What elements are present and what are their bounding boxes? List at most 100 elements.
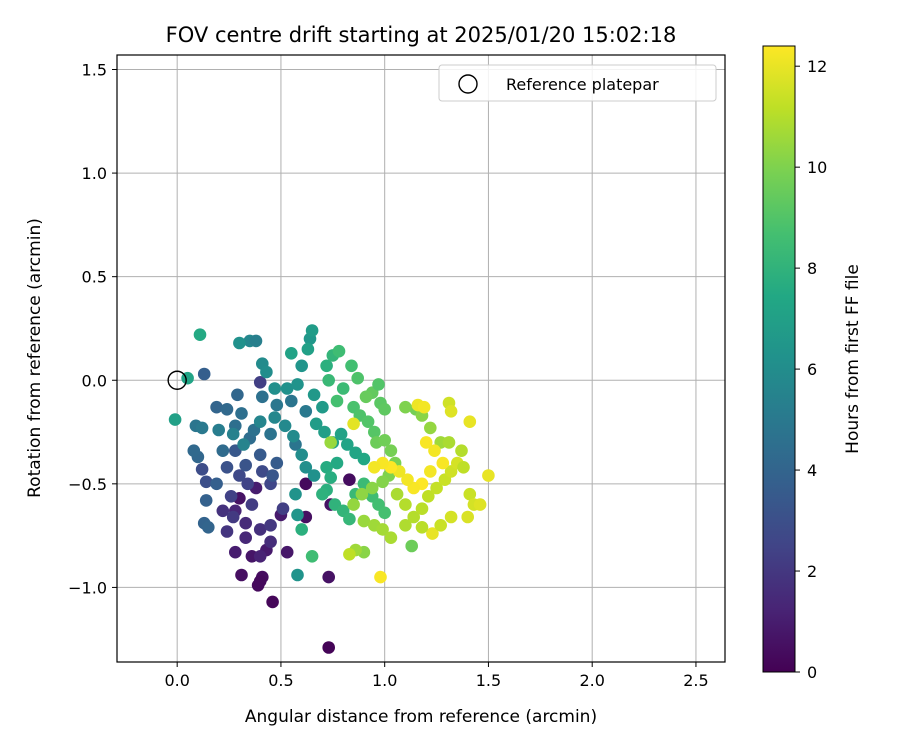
data-point bbox=[216, 444, 230, 458]
data-point bbox=[424, 421, 437, 435]
data-point bbox=[291, 378, 304, 391]
grid bbox=[117, 55, 725, 662]
data-point bbox=[343, 512, 356, 526]
data-point bbox=[270, 398, 284, 412]
data-point bbox=[226, 510, 240, 524]
legend-box bbox=[438, 64, 717, 102]
data-point bbox=[324, 436, 338, 449]
data-point bbox=[461, 510, 475, 524]
scatter-points bbox=[168, 324, 495, 654]
data-point bbox=[336, 382, 350, 395]
y-tick-label: 0.0 bbox=[82, 371, 107, 390]
data-point bbox=[376, 523, 389, 536]
data-point bbox=[253, 415, 267, 429]
data-point bbox=[341, 438, 354, 451]
data-point bbox=[239, 458, 252, 472]
data-point bbox=[330, 394, 344, 408]
x-tick-label: 1.0 bbox=[372, 671, 397, 690]
data-point bbox=[249, 334, 263, 348]
x-tick-label: 0.5 bbox=[268, 671, 293, 690]
data-point bbox=[268, 411, 282, 424]
legend-marker-icon bbox=[458, 74, 478, 94]
data-point bbox=[357, 514, 371, 528]
data-point bbox=[334, 427, 348, 441]
colorbar-tick-label: 10 bbox=[807, 158, 827, 177]
data-point bbox=[399, 519, 412, 532]
data-point bbox=[378, 434, 392, 447]
data-point bbox=[305, 324, 319, 337]
data-point bbox=[212, 423, 225, 437]
data-point bbox=[345, 359, 358, 373]
data-point bbox=[351, 371, 365, 385]
x-axis-label: Angular distance from reference (arcmin) bbox=[245, 707, 597, 727]
data-point bbox=[226, 427, 240, 441]
data-point bbox=[239, 516, 252, 530]
data-point bbox=[322, 641, 336, 654]
data-point bbox=[316, 400, 329, 414]
legend-label: Reference platepar bbox=[506, 75, 659, 94]
data-point bbox=[332, 344, 346, 358]
data-point bbox=[322, 374, 336, 387]
data-point bbox=[436, 456, 450, 470]
reference-marker bbox=[167, 370, 187, 390]
data-point bbox=[473, 498, 487, 511]
data-point bbox=[235, 407, 248, 420]
data-point bbox=[220, 403, 234, 416]
data-point bbox=[235, 568, 248, 582]
data-point bbox=[202, 521, 215, 534]
data-point bbox=[295, 523, 309, 536]
data-point bbox=[374, 570, 387, 584]
data-point bbox=[378, 403, 392, 416]
data-point bbox=[299, 405, 313, 418]
data-point bbox=[442, 436, 456, 449]
data-point bbox=[384, 531, 398, 544]
data-point bbox=[482, 469, 495, 482]
legend: Reference platepar bbox=[438, 64, 717, 102]
data-point bbox=[320, 359, 333, 373]
data-point bbox=[195, 463, 209, 476]
data-point bbox=[285, 347, 298, 360]
data-point bbox=[295, 448, 309, 462]
chart-title: FOV centre drift starting at 2025/01/20 … bbox=[166, 23, 677, 47]
data-point bbox=[299, 461, 313, 474]
y-axis-label: Rotation from reference (arcmin) bbox=[25, 218, 45, 498]
plot-frame bbox=[116, 54, 726, 663]
data-point bbox=[430, 481, 443, 495]
data-point bbox=[368, 461, 381, 474]
data-point bbox=[197, 367, 211, 381]
data-point bbox=[264, 427, 277, 441]
data-point bbox=[287, 429, 300, 443]
data-point bbox=[424, 465, 437, 478]
data-point bbox=[444, 510, 458, 524]
data-point bbox=[415, 521, 429, 534]
colorbar-ticks: 0 2 4 6 8 10 12 bbox=[795, 57, 827, 682]
data-point bbox=[401, 473, 414, 487]
data-point bbox=[260, 365, 273, 379]
data-point bbox=[434, 519, 448, 532]
data-point bbox=[378, 506, 392, 520]
data-point bbox=[253, 376, 267, 389]
data-point bbox=[264, 519, 277, 532]
data-point bbox=[368, 425, 381, 439]
colorbar-tick-label: 4 bbox=[807, 461, 817, 480]
data-point bbox=[299, 477, 313, 491]
y-tick-label: 1.0 bbox=[82, 164, 107, 183]
data-point bbox=[255, 390, 269, 404]
data-point bbox=[285, 394, 298, 408]
data-point bbox=[276, 502, 290, 515]
data-point bbox=[305, 550, 319, 563]
data-point bbox=[376, 475, 389, 489]
data-point bbox=[372, 378, 385, 391]
data-point bbox=[324, 471, 338, 484]
data-point bbox=[210, 477, 223, 491]
data-point bbox=[253, 574, 267, 588]
data-point bbox=[210, 400, 223, 414]
y-tick-label: −1.0 bbox=[68, 578, 107, 597]
data-point bbox=[343, 473, 356, 487]
data-point bbox=[399, 400, 412, 414]
data-point bbox=[199, 475, 213, 489]
data-point bbox=[199, 494, 213, 507]
data-point bbox=[415, 502, 429, 515]
data-point bbox=[224, 490, 238, 503]
data-point bbox=[419, 436, 433, 449]
